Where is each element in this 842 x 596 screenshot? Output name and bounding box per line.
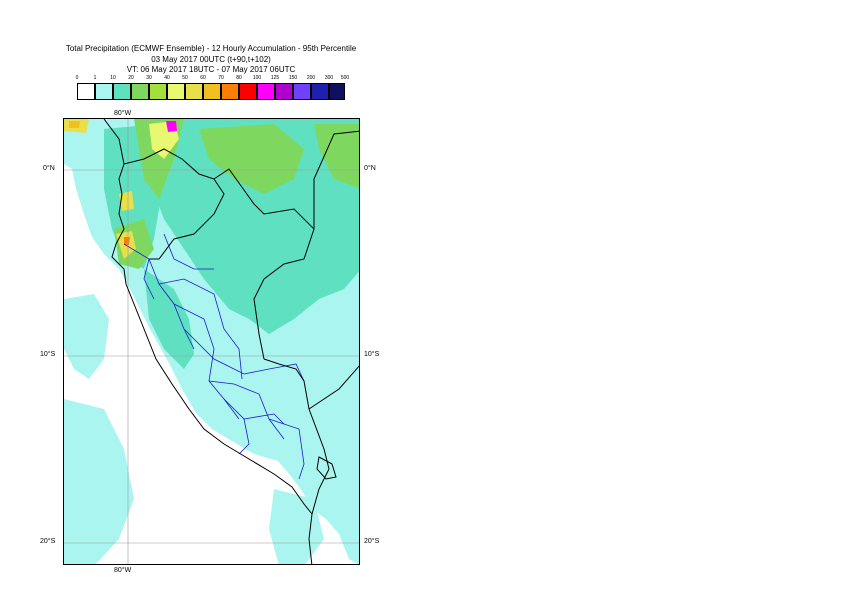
- legend-tick: 500: [340, 75, 350, 81]
- coastline: [103, 119, 313, 515]
- region-border: [208, 380, 285, 440]
- precip-light-patch: [269, 489, 324, 564]
- legend-tick: 200: [306, 75, 316, 81]
- lat-label-right-20s: 20°S: [364, 538, 380, 545]
- legend-swatch: [167, 83, 185, 100]
- chart-title: Total Precipitation (ECMWF Ensemble) - 1…: [65, 44, 357, 53]
- legend-swatch: [275, 83, 293, 100]
- precip-light-patch: [64, 399, 134, 564]
- lat-label-left-10s: 10°S: [40, 351, 56, 358]
- peru-colombia-border: [213, 168, 315, 360]
- legend-swatch: [221, 83, 239, 100]
- lat-label-left-0: 0°N: [43, 165, 55, 172]
- region-border: [223, 398, 250, 455]
- precip-extreme-cell: [124, 237, 130, 245]
- lon-label-top: 80°W: [114, 110, 132, 117]
- legend-swatch: [95, 83, 113, 100]
- legend-tick: 100: [252, 75, 262, 81]
- legend-swatch: [239, 83, 257, 100]
- lake-titicaca: [316, 456, 337, 480]
- legend-tick: 0: [75, 75, 79, 81]
- lat-label-right-0: 0°N: [364, 165, 376, 172]
- legend-swatch: [329, 83, 345, 100]
- legend-swatch: [149, 83, 167, 100]
- legend-tick: 70: [218, 75, 224, 81]
- country-borders: [103, 119, 359, 564]
- legend-tick: 20: [128, 75, 134, 81]
- region-border: [158, 278, 243, 380]
- precip-extreme-cell: [166, 121, 177, 132]
- precip-heavy-area: [199, 124, 304, 194]
- legend-tick: 60: [200, 75, 206, 81]
- valid-time: VT: 06 May 2017 18UTC - 07 May 2017 06UT…: [126, 65, 296, 74]
- region-border: [183, 328, 305, 382]
- precip-extreme-cell: [69, 121, 80, 128]
- peru-bolivia-border: [308, 468, 330, 564]
- brazil-bolivia-border: [308, 365, 359, 410]
- legend-swatch: [203, 83, 221, 100]
- run-time: 03 May 2017 00UTC (t+90,t+102): [151, 55, 271, 64]
- graticule: [64, 119, 359, 564]
- legend-tick: 40: [164, 75, 170, 81]
- legend-tick: 300: [324, 75, 334, 81]
- region-border: [143, 258, 155, 300]
- legend-tick: 30: [146, 75, 152, 81]
- legend-tick: 125: [270, 75, 280, 81]
- lat-label-left-20s: 20°S: [40, 538, 56, 545]
- lon-label-bottom: 80°W: [114, 567, 132, 574]
- precip-moderate-band: [144, 269, 194, 369]
- peru-brazil-border: [263, 358, 330, 470]
- legend-tick: 10: [110, 75, 116, 81]
- precipitation-map: [63, 118, 360, 565]
- legend-tick: 150: [288, 75, 298, 81]
- legend-tick: 1: [93, 75, 97, 81]
- legend-swatch: [311, 83, 329, 100]
- colombia-brazil-border: [313, 130, 359, 229]
- legend-tick: 80: [236, 75, 242, 81]
- legend-swatch: [185, 83, 203, 100]
- lat-label-right-10s: 10°S: [364, 351, 380, 358]
- region-border: [173, 303, 240, 420]
- legend-swatch: [131, 83, 149, 100]
- precip-intense-cell: [119, 191, 134, 211]
- precip-light-patch: [64, 294, 109, 379]
- region-border: [123, 243, 195, 350]
- precip-heavy-area: [314, 124, 359, 189]
- legend-swatch: [293, 83, 311, 100]
- region-border: [243, 413, 285, 425]
- legend-tick: 50: [182, 75, 188, 81]
- ecuador-border: [123, 148, 225, 260]
- legend-swatch: [113, 83, 131, 100]
- legend-swatch: [257, 83, 275, 100]
- legend-swatch: [77, 83, 95, 100]
